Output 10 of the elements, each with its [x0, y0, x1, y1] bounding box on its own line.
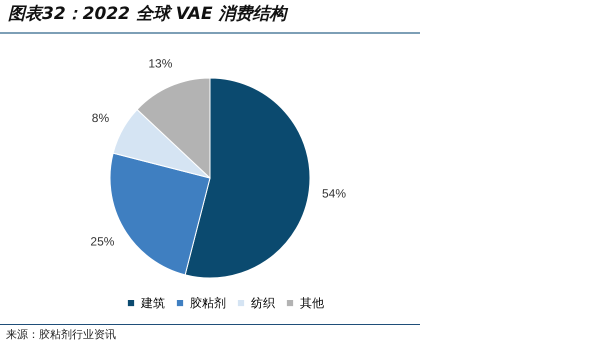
data-label: 8%	[92, 110, 110, 125]
legend-label: 其他	[300, 296, 324, 310]
source-note: 来源：胶粘剂行业资讯	[6, 327, 116, 342]
legend-label: 纺织	[251, 296, 275, 310]
data-label: 25%	[90, 234, 115, 249]
data-label: 13%	[148, 56, 173, 70]
legend-label: 胶粘剂	[190, 296, 226, 310]
legend-label: 建筑	[140, 296, 165, 310]
chart-title: 图表32：2022 全球 VAE 消费结构	[8, 3, 286, 25]
data-label: 54%	[322, 186, 346, 201]
